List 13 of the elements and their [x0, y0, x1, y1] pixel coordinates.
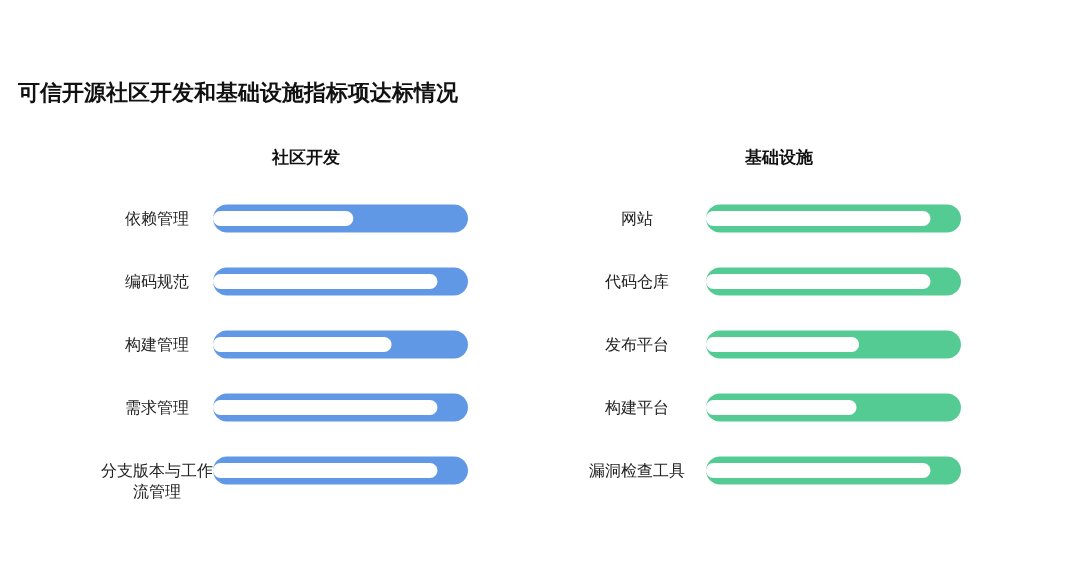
y-tick-label: 构建平台: [603, 397, 669, 417]
y-tick-label: 需求管理: [124, 397, 189, 417]
y-tick-label: 发布平台: [604, 334, 669, 354]
y-tick-label: 构建管理: [123, 334, 189, 354]
chart-title: 社区开发: [270, 147, 340, 167]
chart-title: 基础设施: [743, 147, 814, 167]
y-tick-label: 网站: [620, 208, 653, 228]
y-tick-label: 漏洞检查工具: [588, 460, 685, 480]
y-tick-label: 分支版本与工作流管理: [100, 460, 213, 501]
y-tick-label: 编码规范: [124, 271, 189, 291]
y-tick-label: 代码仓库: [603, 271, 669, 291]
text: 可信开源社区开发和基础设施指标项达标情况: [17, 80, 459, 105]
y-tick-label: 依赖管理: [124, 208, 189, 228]
